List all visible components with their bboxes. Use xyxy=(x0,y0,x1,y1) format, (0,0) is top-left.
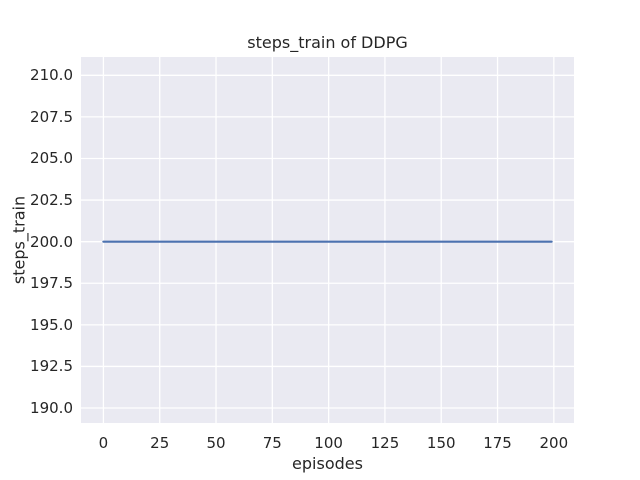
x-tick-label: 25 xyxy=(150,434,170,452)
plot-background xyxy=(81,57,574,423)
y-tick-label: 210.0 xyxy=(30,66,73,85)
x-tick-label: 125 xyxy=(370,434,400,452)
y-tick-label: 197.5 xyxy=(30,274,73,293)
x-tick-label: 150 xyxy=(426,434,456,452)
x-axis-label: episodes xyxy=(292,454,363,473)
y-tick-label: 195.0 xyxy=(30,315,73,334)
x-tick-label: 0 xyxy=(98,434,109,452)
y-tick-label: 205.0 xyxy=(30,149,73,168)
y-tick-label: 202.5 xyxy=(30,191,73,210)
x-tick-label: 175 xyxy=(483,434,512,452)
x-tick-label: 100 xyxy=(314,434,343,452)
y-tick-label: 200.0 xyxy=(30,232,73,251)
y-tick-label: 207.5 xyxy=(30,107,73,126)
y-tick-label: 192.5 xyxy=(30,357,73,376)
y-tick-label: 190.0 xyxy=(30,399,73,418)
x-tick-label: 200 xyxy=(539,434,569,452)
x-tick-label: 75 xyxy=(262,434,282,452)
chart-title: steps_train of DDPG xyxy=(247,33,408,52)
x-tick-label: 50 xyxy=(206,434,226,452)
